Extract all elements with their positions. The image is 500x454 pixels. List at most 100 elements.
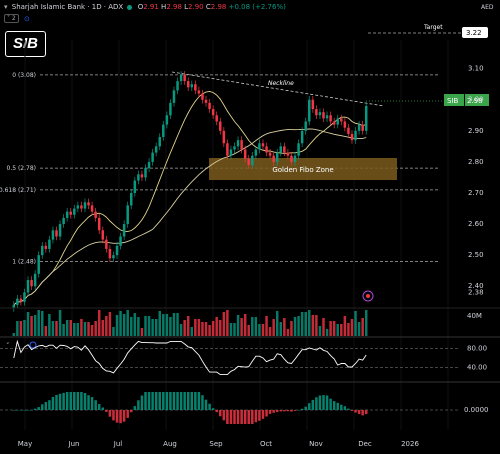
macd-bar bbox=[261, 410, 265, 419]
macd-bar bbox=[283, 410, 286, 412]
volume-bar bbox=[41, 311, 44, 336]
volume-bar bbox=[233, 323, 236, 336]
macd-bar bbox=[226, 410, 229, 424]
candle-body bbox=[65, 211, 69, 218]
candle-body bbox=[179, 74, 183, 82]
fibo-label: 0 (3.08) bbox=[12, 72, 36, 79]
time-axis[interactable]: May Jun Jul Aug Sep Oct Nov Dec 2026 bbox=[18, 440, 420, 448]
candle-body bbox=[87, 202, 90, 206]
rsi-tick: 40.00 bbox=[467, 364, 487, 372]
candles bbox=[12, 71, 368, 312]
volume-bar bbox=[201, 322, 204, 336]
macd-bar bbox=[354, 410, 357, 413]
target-label: Target bbox=[423, 24, 443, 31]
volume-bar bbox=[336, 324, 339, 336]
macd-bar bbox=[325, 395, 329, 410]
neckline[interactable] bbox=[171, 71, 385, 107]
volume-bar bbox=[87, 322, 90, 336]
price-axis[interactable]: 3.10 3.00 2.90 2.80 2.70 2.60 2.50 2.402.38 bbox=[468, 65, 484, 297]
volume-bar bbox=[247, 325, 250, 336]
volume-bar bbox=[322, 318, 325, 336]
volume-bar bbox=[343, 316, 347, 336]
volume-bar bbox=[318, 326, 322, 336]
macd-bar bbox=[23, 410, 26, 411]
macd-bar bbox=[247, 410, 250, 424]
candle-body bbox=[97, 217, 101, 231]
candle-body bbox=[219, 121, 222, 131]
golden-fibo-zone-label: Golden Fibo Zone bbox=[272, 166, 333, 174]
neckline-label: Neckline bbox=[268, 80, 294, 87]
candle-body bbox=[55, 230, 58, 237]
settings-icon[interactable]: ⊙ bbox=[23, 14, 30, 23]
macd-bar bbox=[26, 410, 30, 411]
macd-bar bbox=[357, 410, 361, 415]
rsi-collapse-icon[interactable]: ˅ bbox=[6, 342, 10, 350]
macd-bar bbox=[293, 410, 297, 411]
indicator-toggle[interactable]: ˅ 2 bbox=[4, 14, 19, 23]
candle-body bbox=[133, 180, 137, 193]
candle-body bbox=[194, 84, 197, 91]
volume-bar bbox=[144, 316, 147, 336]
rsi-settings-icon[interactable] bbox=[29, 341, 37, 349]
candle-body bbox=[332, 121, 336, 125]
volume-bar bbox=[33, 315, 37, 336]
volume-bar bbox=[58, 310, 62, 336]
candle-body bbox=[12, 304, 16, 308]
symbol-title[interactable]: Sharjah Islamic Bank · 1D · ADX bbox=[11, 3, 124, 11]
volume-bar bbox=[258, 324, 261, 336]
macd-bar bbox=[19, 410, 23, 411]
volume-bar bbox=[297, 316, 300, 336]
macd-bar bbox=[186, 392, 190, 410]
volume-bar bbox=[197, 319, 201, 336]
volume-bar bbox=[300, 312, 304, 336]
macd-bar bbox=[12, 410, 16, 411]
price-tick: 2.50 bbox=[468, 251, 484, 259]
macd-bar bbox=[183, 392, 186, 410]
volume-bar bbox=[115, 315, 119, 336]
candle-body bbox=[261, 143, 265, 147]
candle-body bbox=[315, 109, 318, 116]
volume-bar bbox=[283, 318, 286, 336]
volume-bar bbox=[90, 325, 94, 336]
macd-bar bbox=[83, 393, 87, 410]
volume-bar bbox=[204, 322, 208, 336]
candle-body bbox=[361, 124, 364, 131]
candle-body bbox=[176, 81, 179, 91]
macd-bar bbox=[329, 398, 332, 410]
event-marker-icon[interactable] bbox=[362, 290, 374, 302]
chevron-icon[interactable]: ▾ bbox=[4, 3, 8, 11]
time-tick: 2026 bbox=[401, 440, 419, 448]
volume-bar bbox=[105, 316, 108, 336]
macd-bar bbox=[37, 407, 40, 410]
candle-body bbox=[76, 205, 80, 209]
volume-bar bbox=[308, 310, 311, 336]
macd-bar bbox=[275, 410, 279, 412]
macd-bar bbox=[108, 410, 112, 417]
candle-body bbox=[325, 115, 329, 119]
candle-body bbox=[201, 93, 204, 100]
candle-body bbox=[340, 118, 343, 122]
macd-bar bbox=[94, 400, 97, 410]
macd-bar bbox=[304, 406, 307, 410]
candle-body bbox=[62, 217, 65, 225]
grid bbox=[24, 40, 449, 430]
volume-bar bbox=[30, 316, 33, 336]
macd-bar bbox=[268, 410, 272, 414]
macd-bar bbox=[204, 399, 208, 410]
macd-bar bbox=[194, 392, 197, 410]
event-marker-dot bbox=[366, 294, 370, 298]
macd-bar bbox=[201, 395, 204, 410]
macd-bar bbox=[222, 410, 226, 421]
candle-body bbox=[204, 99, 208, 103]
candle-body bbox=[322, 112, 325, 119]
macd-bar bbox=[272, 410, 275, 413]
macd-bar bbox=[48, 400, 51, 410]
macd-bar bbox=[90, 397, 94, 410]
candle-body bbox=[304, 121, 307, 131]
volume-bar bbox=[137, 317, 140, 336]
macd-bar bbox=[44, 402, 48, 410]
price-tick: 2.80 bbox=[468, 158, 484, 166]
candle-body bbox=[215, 115, 218, 122]
candle-body bbox=[119, 236, 122, 246]
